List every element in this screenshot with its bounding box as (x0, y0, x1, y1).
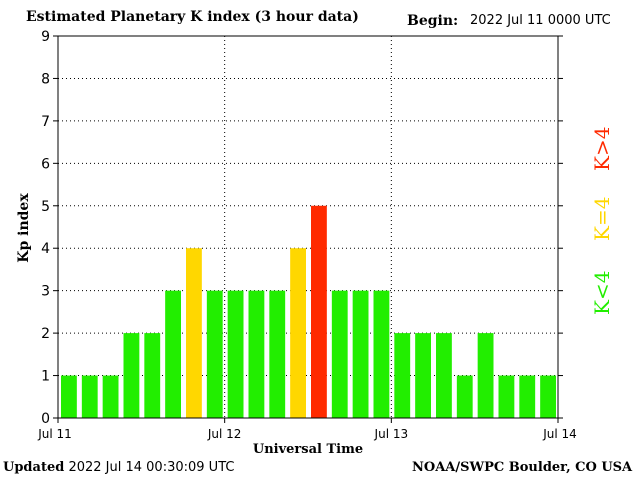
kp-bar (311, 205, 327, 418)
kp-bar (165, 290, 181, 418)
begin-value: 2022 Jul 11 0000 UTC (470, 13, 611, 28)
updated-label: Updated (3, 460, 65, 475)
y-tick-label: 0 (41, 411, 50, 427)
y-tick-label: 4 (41, 241, 50, 257)
y-tick-label: 8 (41, 71, 50, 87)
y-tick-label: 6 (41, 156, 50, 172)
kp-bar (415, 333, 431, 418)
plot-frame (57, 35, 559, 419)
chart-title: Estimated Planetary K index (3 hour data… (26, 9, 359, 25)
kp-bar (269, 290, 286, 418)
bar-series (61, 205, 556, 418)
legend-k-equal-4: K=4 (590, 196, 614, 241)
axes: 0 1 2 3 4 5 6 7 8 9 Jul 11 Jul 12 Jul 13 Jul 14 (37, 29, 577, 441)
begin-label: Begin: (407, 13, 459, 29)
kp-bar (290, 248, 306, 418)
x-axis-label: Universal Time (253, 442, 363, 457)
updated-timestamp: Updated 2022 Jul 14 00:30:09 UTC (3, 460, 234, 475)
kp-bar (186, 248, 202, 418)
kp-bar (519, 375, 536, 418)
kp-bar (61, 375, 77, 418)
x-tick-label: Jul 13 (374, 427, 409, 441)
kp-bar (144, 333, 161, 418)
y-tick-label: 5 (41, 199, 50, 215)
credit-text: NOAA/SWPC Boulder, CO USA (412, 460, 633, 475)
kp-bar (331, 290, 348, 418)
kp-bar (373, 290, 390, 418)
grid-lines (58, 36, 558, 418)
legend-k-above-4: K>4 (590, 126, 614, 171)
kp-bar (498, 375, 515, 418)
y-tick-label: 9 (41, 29, 50, 45)
kp-bar (102, 375, 119, 418)
y-tick-label: 3 (41, 284, 50, 300)
legend-k-below-4: K<4 (590, 270, 614, 315)
x-tick-label: Jul 12 (207, 427, 242, 441)
y-tick-label: 1 (41, 369, 50, 385)
x-tick-label: Jul 11 (37, 427, 72, 441)
kp-bar (227, 290, 244, 418)
kp-bar (206, 290, 223, 418)
y-axis-label: Kp index (16, 193, 32, 263)
updated-value: 2022 Jul 14 00:30:09 UTC (68, 460, 235, 475)
kp-bar (248, 290, 265, 418)
x-tick-label: Jul 14 (542, 427, 577, 441)
kp-bar (477, 333, 494, 418)
kp-bar (123, 333, 140, 418)
kp-bar (394, 333, 411, 418)
y-tick-label: 2 (41, 326, 50, 342)
kp-bar (436, 333, 452, 418)
kp-bar (540, 375, 556, 418)
kp-bar (352, 290, 369, 418)
y-tick-label: 7 (41, 114, 50, 130)
kp-bar (81, 375, 98, 418)
kp-bar (456, 375, 473, 418)
